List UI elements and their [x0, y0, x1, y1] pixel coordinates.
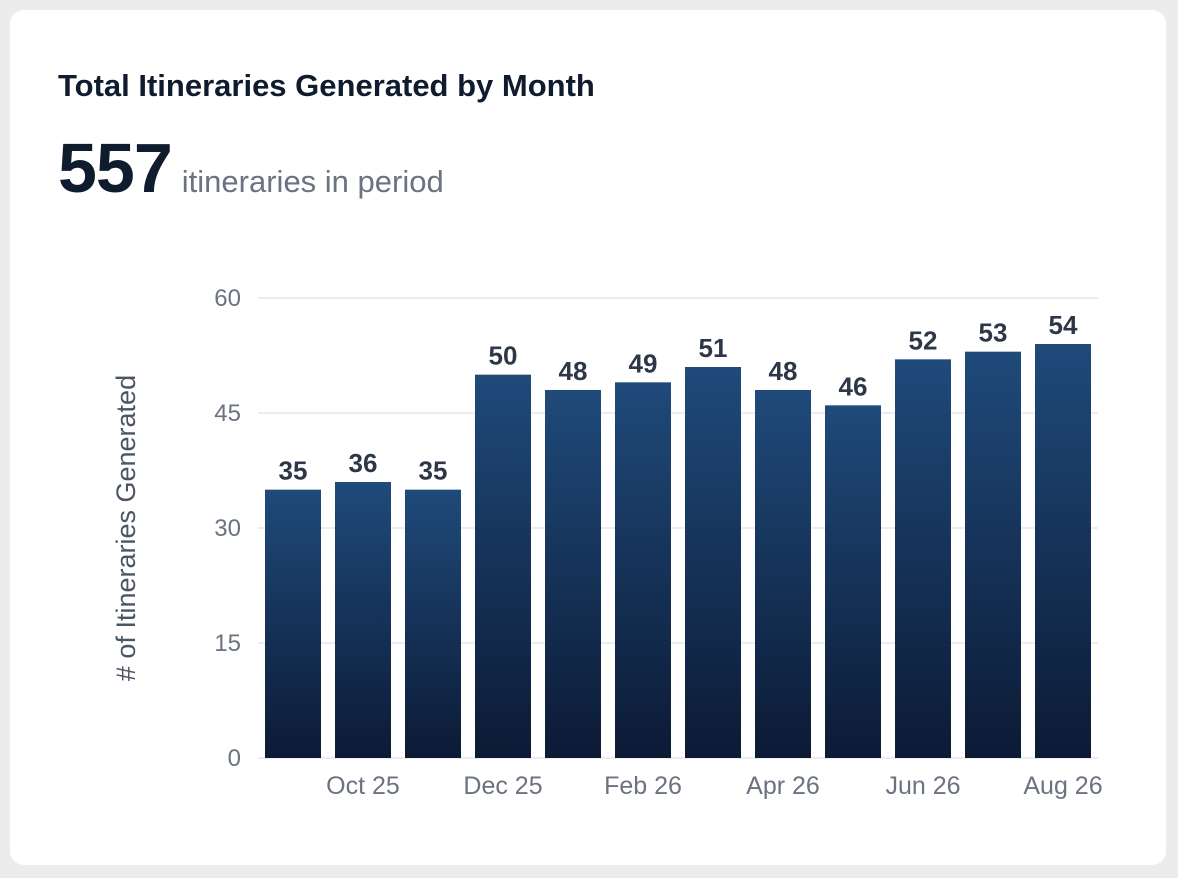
kpi-value: 557 — [58, 129, 173, 207]
card-title: Total Itineraries Generated by Month — [58, 68, 595, 103]
kpi-summary: 557 itineraries in period — [58, 128, 444, 208]
chart-card: Total Itineraries Generated by Month 557… — [10, 10, 1166, 865]
kpi-label: itineraries in period — [181, 164, 444, 199]
